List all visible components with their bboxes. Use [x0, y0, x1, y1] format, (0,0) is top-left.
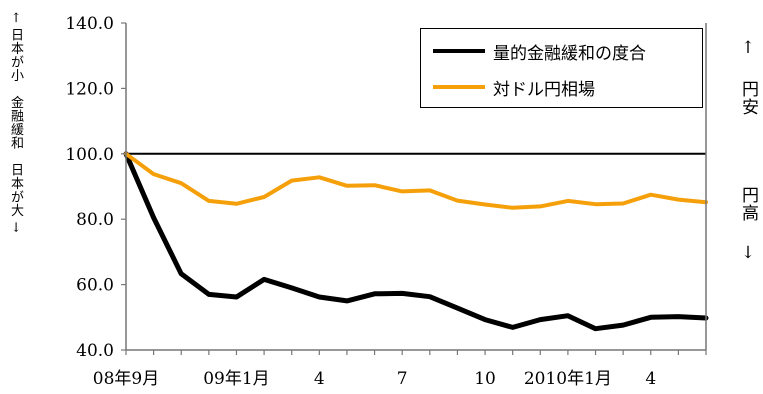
- right-label-yen-weak: ↑ 円安: [738, 38, 758, 116]
- legend-label-yen: 対ドル円相場: [493, 79, 595, 100]
- legend-swatch-qe: [433, 49, 485, 53]
- legend-item-qe: 量的金融緩和の度合: [421, 39, 646, 64]
- legend: 量的金融緩和の度合 対ドル円相場: [420, 28, 703, 108]
- x-tick-label: 09年1月: [203, 369, 269, 389]
- series-line-1: [124, 151, 708, 210]
- y-tick-label: 60.0: [76, 276, 114, 296]
- y-tick-label: 100.0: [65, 145, 114, 165]
- legend-item-yen: 対ドル円相場: [421, 75, 595, 100]
- y-tick-label: 120.0: [65, 79, 114, 99]
- x-tick-label: 2010年1月: [524, 369, 612, 389]
- y-tick-label: 140.0: [65, 14, 114, 34]
- right-label-yen-strong: 円高 ↓: [738, 186, 758, 264]
- axis-layer: 140.0 120.0 100.0 80.0 60.0 40.0 08年9月 09年1月 4 7 1…: [65, 14, 707, 389]
- x-tick-label: 08年9月: [93, 369, 159, 389]
- x-tick-label: 4: [645, 369, 656, 389]
- series-line-0: [123, 151, 709, 332]
- x-tick-label: 10: [474, 369, 496, 389]
- series-layer: [123, 151, 709, 332]
- x-tick-label: 4: [314, 369, 325, 389]
- y-axis-label: ← 日本が小 金融緩和 日本が大 →: [8, 12, 23, 234]
- legend-label-qe: 量的金融緩和の度合: [493, 43, 646, 64]
- x-tick-label: 7: [397, 369, 408, 389]
- y-tick-label: 40.0: [76, 341, 114, 361]
- y-tick-label: 80.0: [76, 210, 114, 230]
- legend-swatch-yen: [433, 85, 485, 89]
